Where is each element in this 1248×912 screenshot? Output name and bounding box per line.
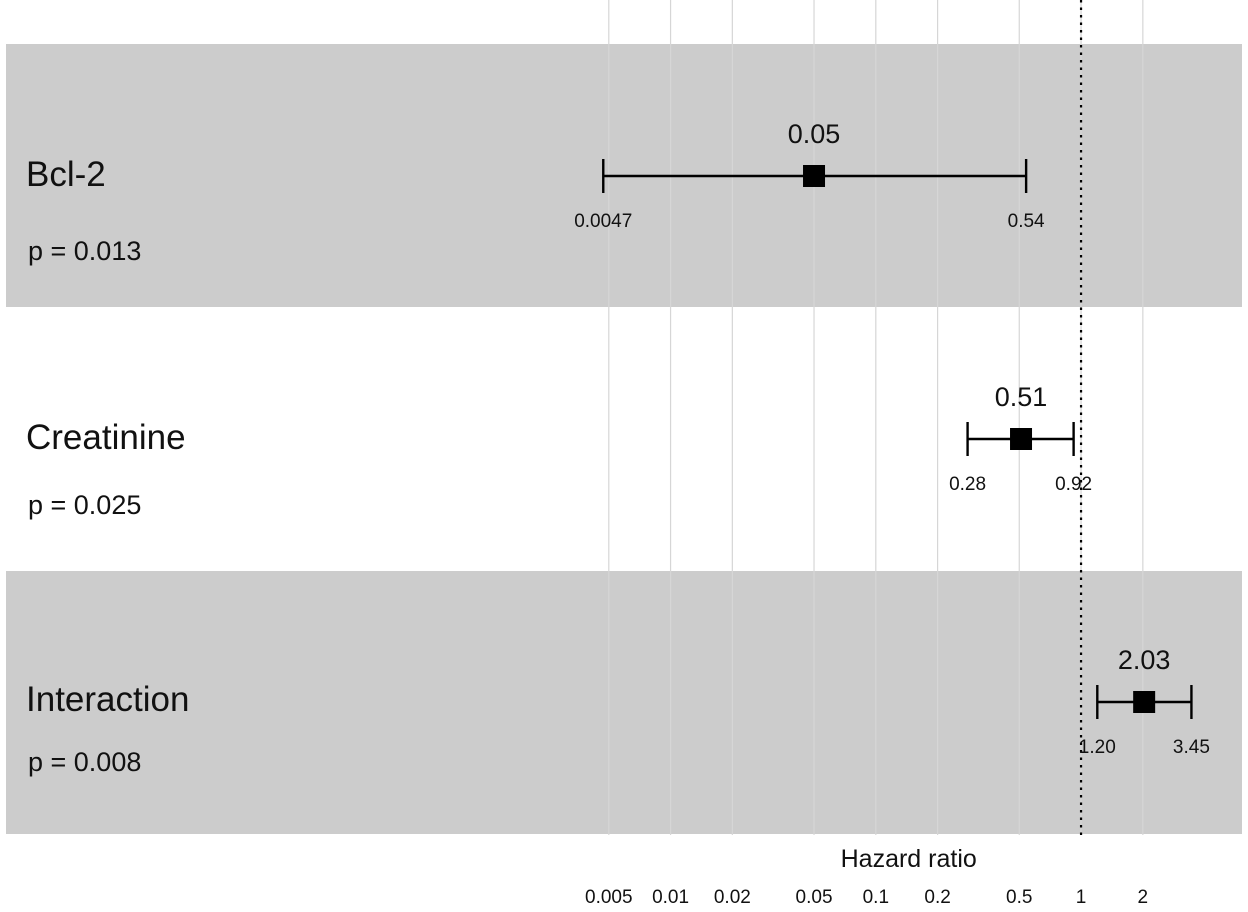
hr-value-label-2: 2.03 [1118,645,1171,675]
hr-value-label-0: 0.05 [788,119,841,149]
hr-value-label-1: 0.51 [995,382,1048,412]
hr-point-0 [803,165,826,187]
x-tick-label-4: 0.1 [863,887,889,908]
x-tick-label-2: 0.02 [714,887,751,908]
x-tick-label-6: 0.5 [1006,887,1032,908]
x-tick-label-0: 0.005 [585,887,633,908]
x-tick-label-3: 0.05 [796,887,833,908]
x-axis-title: Hazard ratio [841,845,977,873]
row-p-value-creatinine: p = 0.025 [28,490,142,520]
hr-point-2 [1133,691,1156,713]
row-p-value-interaction: p = 0.008 [28,747,142,777]
ci-low-label-0: 0.0047 [574,211,632,232]
x-tick-label-8: 2 [1138,887,1149,908]
ci-low-label-1: 0.28 [949,474,986,495]
row-label-creatinine: Creatinine [26,418,186,457]
ci-high-label-0: 0.54 [1008,211,1045,232]
x-tick-label-7: 1 [1076,887,1087,908]
hr-point-1 [1010,428,1033,450]
ci-high-label-2: 3.45 [1173,737,1210,758]
x-tick-label-1: 0.01 [652,887,689,908]
x-tick-label-5: 0.2 [924,887,950,908]
ci-high-label-1: 0.92 [1055,474,1092,495]
row-band-2 [6,571,1242,834]
row-p-value-bcl2: p = 0.013 [28,236,142,266]
ci-low-label-2: 1.20 [1079,737,1116,758]
row-label-interaction: Interaction [26,680,190,719]
row-label-bcl2: Bcl-2 [26,155,106,194]
